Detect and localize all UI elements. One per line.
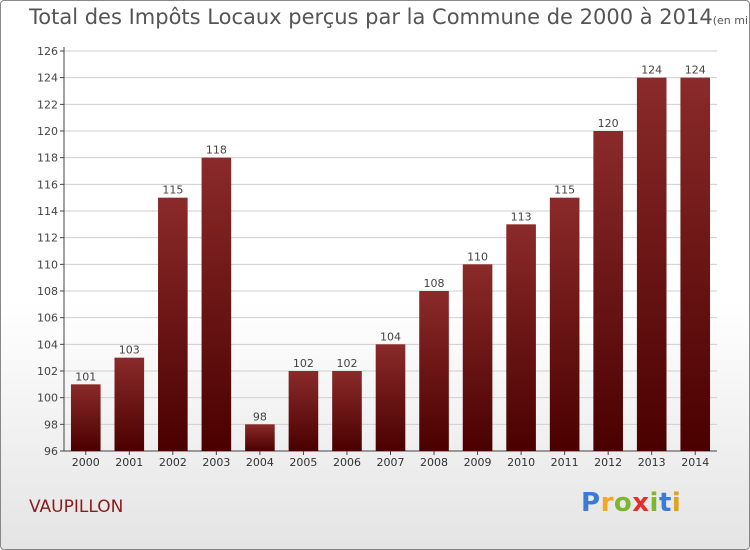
y-tick-label: 120 <box>37 125 58 138</box>
data-label: 118 <box>206 144 227 157</box>
bar-2005 <box>288 371 319 451</box>
bar-2004 <box>245 424 275 451</box>
logo-letter: t <box>658 488 672 518</box>
bar-2003 <box>201 157 232 451</box>
x-tick-label: 2002 <box>159 456 187 469</box>
data-label: 115 <box>554 184 575 197</box>
bar-2009 <box>462 264 493 451</box>
y-tick-label: 126 <box>37 45 58 58</box>
logo-letter: P <box>581 488 601 518</box>
logo-letter: i <box>649 488 659 518</box>
proxiti-logo: Proxiti <box>581 488 681 518</box>
bar-2008 <box>419 291 449 451</box>
y-tick-label: 100 <box>37 392 58 405</box>
y-tick-label: 116 <box>37 178 58 191</box>
x-tick-label: 2006 <box>333 456 361 469</box>
data-label: 124 <box>641 64 662 77</box>
data-label: 98 <box>253 410 267 423</box>
x-tick-label: 2003 <box>202 456 230 469</box>
bar-2013 <box>636 77 667 452</box>
x-tick-label: 2014 <box>681 456 709 469</box>
x-tick-label: 2004 <box>246 456 274 469</box>
y-tick-label: 118 <box>37 152 58 165</box>
data-label: 108 <box>424 277 445 290</box>
x-tick-label: 2011 <box>551 456 579 469</box>
x-tick-label: 2008 <box>420 456 448 469</box>
bar-2000 <box>70 384 101 451</box>
logo-letter: r <box>600 488 614 518</box>
chart-title: Total des Impôts Locaux perçus par la Co… <box>29 5 749 29</box>
bar-2002 <box>158 197 188 451</box>
y-tick-label: 104 <box>37 338 58 351</box>
x-tick-label: 2013 <box>638 456 666 469</box>
logo-letter: o <box>613 488 633 518</box>
data-label: 120 <box>598 117 619 130</box>
y-tick-label: 106 <box>37 312 58 325</box>
chart-title-text: Total des Impôts Locaux perçus par la Co… <box>29 5 713 29</box>
y-tick-label: 102 <box>37 365 58 378</box>
y-tick-label: 122 <box>37 98 58 111</box>
logo-letter: i <box>671 488 682 518</box>
bar-2010 <box>506 224 536 451</box>
bar-2011 <box>549 197 580 451</box>
y-tick-label: 112 <box>37 232 58 245</box>
data-label: 102 <box>293 357 314 370</box>
x-tick-label: 2010 <box>507 456 535 469</box>
commune-name: VAUPILLON <box>29 497 124 517</box>
data-label: 103 <box>119 344 140 357</box>
y-tick-label: 108 <box>37 285 58 298</box>
bar-2006 <box>332 371 362 451</box>
data-label: 110 <box>467 250 488 263</box>
y-tick-label: 124 <box>37 72 58 85</box>
data-label: 104 <box>380 330 401 343</box>
x-tick-label: 2009 <box>464 456 492 469</box>
data-label: 113 <box>511 210 532 223</box>
bar-2001 <box>114 357 145 451</box>
x-tick-label: 2005 <box>289 456 317 469</box>
bar-2012 <box>593 131 623 451</box>
x-tick-label: 2007 <box>377 456 405 469</box>
data-label: 115 <box>162 184 183 197</box>
data-label: 124 <box>685 64 706 77</box>
chart-unit-label: (en milliers d'€) <box>712 14 749 27</box>
data-label: 101 <box>75 370 96 383</box>
x-tick-label: 2000 <box>72 456 100 469</box>
logo-letter: x <box>632 488 650 518</box>
y-tick-label: 98 <box>44 418 58 431</box>
bar-2014 <box>680 77 711 452</box>
bar-2007 <box>375 344 406 451</box>
y-tick-label: 96 <box>44 445 58 458</box>
data-label: 102 <box>336 357 357 370</box>
y-tick-label: 114 <box>37 205 58 218</box>
x-tick-label: 2001 <box>115 456 143 469</box>
x-tick-label: 2012 <box>594 456 622 469</box>
y-tick-label: 110 <box>37 258 58 271</box>
